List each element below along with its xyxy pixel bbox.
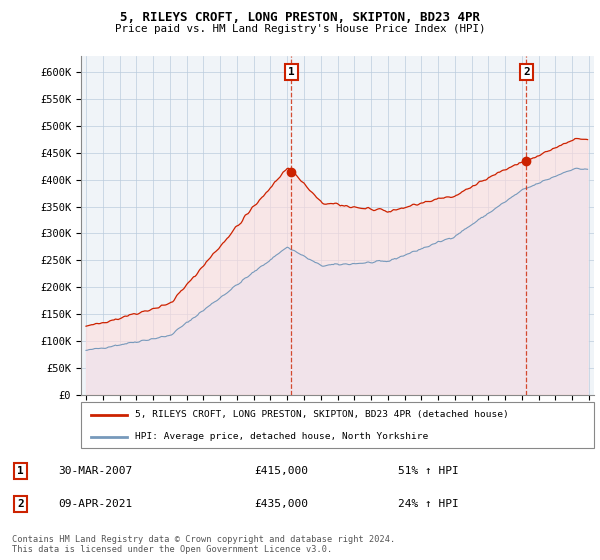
Text: 2: 2 — [523, 67, 530, 77]
Text: £435,000: £435,000 — [254, 499, 308, 509]
Text: Price paid vs. HM Land Registry's House Price Index (HPI): Price paid vs. HM Land Registry's House … — [115, 24, 485, 34]
Text: HPI: Average price, detached house, North Yorkshire: HPI: Average price, detached house, Nort… — [135, 432, 428, 441]
Text: 09-APR-2021: 09-APR-2021 — [58, 499, 133, 509]
Text: Contains HM Land Registry data © Crown copyright and database right 2024.
This d: Contains HM Land Registry data © Crown c… — [12, 535, 395, 554]
Text: 1: 1 — [288, 67, 295, 77]
FancyBboxPatch shape — [81, 402, 594, 448]
Text: 1: 1 — [17, 466, 24, 476]
Text: 5, RILEYS CROFT, LONG PRESTON, SKIPTON, BD23 4PR (detached house): 5, RILEYS CROFT, LONG PRESTON, SKIPTON, … — [135, 410, 509, 419]
Text: £415,000: £415,000 — [254, 466, 308, 476]
Text: 2: 2 — [17, 499, 24, 509]
Text: 51% ↑ HPI: 51% ↑ HPI — [398, 466, 458, 476]
Text: 5, RILEYS CROFT, LONG PRESTON, SKIPTON, BD23 4PR: 5, RILEYS CROFT, LONG PRESTON, SKIPTON, … — [120, 11, 480, 24]
Text: 24% ↑ HPI: 24% ↑ HPI — [398, 499, 458, 509]
Text: 30-MAR-2007: 30-MAR-2007 — [58, 466, 133, 476]
